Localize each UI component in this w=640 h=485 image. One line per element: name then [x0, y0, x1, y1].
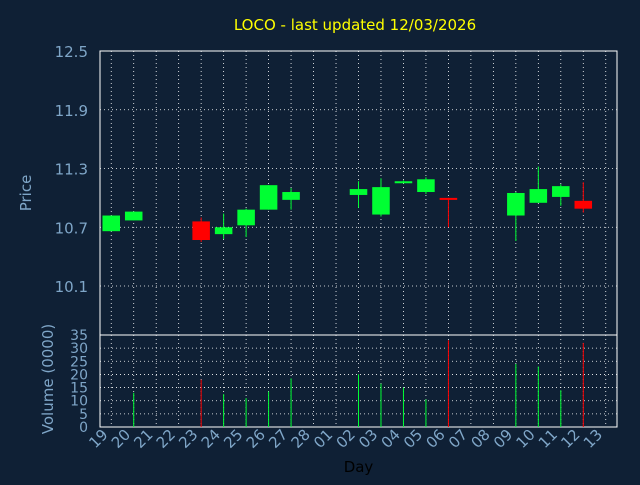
candle-body	[507, 193, 525, 216]
candle-body	[349, 189, 368, 195]
candle	[507, 192, 525, 241]
candle	[102, 215, 121, 232]
candle	[439, 197, 458, 228]
price-tick-label: 11.9	[55, 102, 88, 120]
volume-tick-label: 35	[70, 328, 88, 344]
price-grid	[100, 50, 617, 335]
candle	[372, 178, 390, 217]
candle-body	[372, 187, 390, 215]
candle	[192, 217, 210, 242]
candles	[102, 166, 593, 242]
candle-body	[259, 185, 278, 210]
volume-tick-label: 10	[70, 394, 88, 410]
candle	[124, 211, 143, 221]
candle	[394, 180, 413, 184]
candle	[282, 188, 300, 210]
candle	[417, 177, 435, 194]
price-tick-label: 12.5	[55, 43, 88, 61]
candle	[259, 185, 278, 210]
candle	[214, 213, 233, 240]
candle-body	[282, 192, 300, 200]
volume-y-label: Volume (0000)	[39, 324, 57, 434]
candle-body	[214, 227, 233, 235]
candle	[349, 181, 368, 208]
volume-tick-label: 5	[79, 407, 88, 423]
volume-bars	[133, 340, 584, 427]
candle-body	[102, 215, 121, 232]
candle-body	[439, 197, 458, 200]
candle	[237, 208, 255, 238]
volume-tick-label: 15	[70, 381, 88, 397]
x-tick-labels: 1920212223242526272801020304050607080910…	[85, 426, 606, 452]
price-panel: 12.5 11.9 11.3 10.7 10.1 Price	[17, 43, 618, 336]
candle-body	[417, 179, 435, 193]
price-tick-label: 11.3	[55, 161, 88, 179]
candle	[552, 184, 570, 206]
price-tick-label: 10.1	[55, 278, 88, 296]
candle-body	[529, 189, 548, 203]
x-axis-label: Day	[344, 458, 374, 476]
candle-body	[552, 186, 570, 197]
price-tick-label: 10.7	[55, 219, 88, 237]
price-y-ticks: 12.5 11.9 11.3 10.7 10.1	[55, 43, 88, 296]
volume-tick-label: 0	[79, 420, 88, 436]
price-y-label: Price	[17, 175, 35, 212]
volume-tick-label: 30	[70, 341, 88, 357]
volume-tick-label: 25	[70, 354, 88, 370]
candle	[574, 182, 593, 213]
candle-body	[574, 200, 593, 209]
chart-title: LOCO - last updated 12/03/2026	[234, 16, 476, 34]
candle	[529, 166, 548, 203]
candle-body	[124, 211, 143, 221]
candle-body	[394, 181, 413, 184]
candle-body	[192, 221, 210, 241]
volume-tick-label: 20	[70, 367, 88, 383]
candle-body	[237, 209, 255, 226]
